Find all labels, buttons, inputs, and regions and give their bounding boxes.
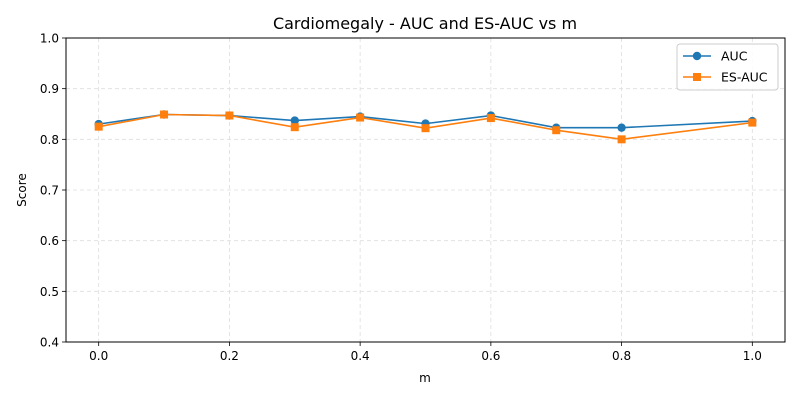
y-axis: 0.4 0.5 0.6 0.7 0.8 0.9 1.0	[40, 32, 66, 350]
y-tick-label: 0.5	[40, 285, 59, 299]
data-point	[617, 123, 626, 132]
x-tick-label: 0.0	[89, 349, 108, 363]
x-axis-label: m	[419, 371, 431, 385]
x-tick-label: 0.8	[612, 349, 631, 363]
y-tick-label: 0.8	[40, 133, 59, 147]
series-es-auc	[94, 110, 757, 144]
y-tick-label: 0.4	[40, 336, 59, 350]
y-axis-label: Score	[15, 173, 29, 207]
data-point	[617, 135, 626, 144]
data-point	[290, 123, 299, 132]
y-tick-label: 0.6	[40, 234, 59, 248]
data-point	[160, 110, 169, 119]
legend-marker	[693, 73, 701, 81]
legend-item: ES-AUC	[683, 70, 768, 85]
data-point	[290, 116, 299, 125]
x-tick-label: 0.4	[351, 349, 370, 363]
data-point	[94, 122, 103, 131]
x-tick-label: 1.0	[743, 349, 762, 363]
data-point	[552, 126, 561, 135]
data-point	[225, 111, 234, 120]
x-tick-label: 0.2	[220, 349, 239, 363]
y-tick-label: 1.0	[40, 32, 59, 46]
data-point	[421, 124, 430, 133]
y-tick-label: 0.7	[40, 184, 59, 198]
data-point	[356, 113, 365, 122]
legend: AUC ES-AUC	[676, 43, 779, 91]
legend-item: AUC	[683, 49, 748, 64]
legend-marker	[692, 51, 702, 61]
y-tick-label: 0.9	[40, 82, 59, 96]
x-axis: 0.0 0.2 0.4 0.6 0.8 1.0	[89, 342, 762, 363]
data-point	[748, 118, 757, 127]
series-line	[98, 113, 753, 141]
legend-label: ES-AUC	[721, 70, 768, 85]
data-point	[486, 114, 495, 123]
legend-label: AUC	[721, 49, 748, 64]
series-layer	[94, 110, 757, 144]
x-tick-label: 0.6	[481, 349, 500, 363]
chart-title: Cardiomegaly - AUC and ES-AUC vs m	[273, 14, 577, 33]
